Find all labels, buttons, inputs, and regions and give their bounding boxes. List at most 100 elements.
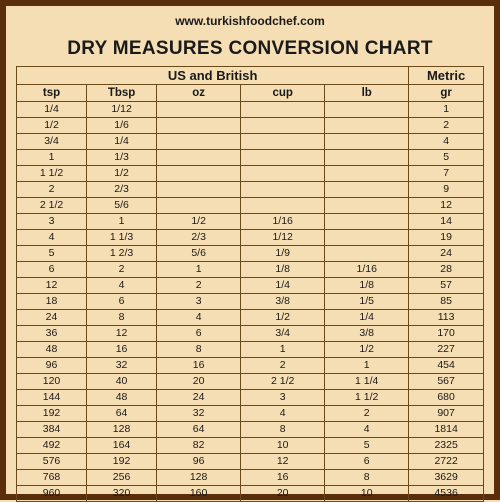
table-cell: 3/8 — [325, 326, 409, 342]
table-cell: 8 — [241, 422, 325, 438]
table-cell: 768 — [17, 470, 87, 486]
table-cell: 164 — [87, 438, 157, 454]
table-cell: 2 — [17, 182, 87, 198]
table-cell: 5 — [409, 150, 484, 166]
table-cell: 3629 — [409, 470, 484, 486]
table-cell — [241, 198, 325, 214]
table-row: 96032016020104536 — [17, 486, 484, 502]
table-cell — [241, 150, 325, 166]
table-cell: 6 — [325, 454, 409, 470]
table-cell: 1/4 — [17, 102, 87, 118]
col-header-tsp: tsp — [17, 85, 87, 102]
table-cell: 192 — [87, 454, 157, 470]
table-cell: 24 — [409, 246, 484, 262]
table-cell: 170 — [409, 326, 484, 342]
table-cell: 24 — [157, 390, 241, 406]
table-cell: 8 — [87, 310, 157, 326]
table-cell: 32 — [87, 358, 157, 374]
table-cell — [241, 118, 325, 134]
table-cell: 1 — [409, 102, 484, 118]
table-cell: 96 — [157, 454, 241, 470]
table-row: 361263/43/8170 — [17, 326, 484, 342]
table-cell: 2/3 — [87, 182, 157, 198]
table-cell: 10 — [325, 486, 409, 502]
table-cell: 2 — [157, 278, 241, 294]
table-cell: 16 — [241, 470, 325, 486]
table-cell: 6 — [17, 262, 87, 278]
group-header-metric: Metric — [409, 67, 484, 85]
table-cell: 1/2 — [17, 118, 87, 134]
table-row: 12421/41/857 — [17, 278, 484, 294]
table-cell: 32 — [157, 406, 241, 422]
page: www.turkishfoodchef.com DRY MEASURES CON… — [6, 6, 494, 502]
table-cell: 1/2 — [157, 214, 241, 230]
table-cell: 1814 — [409, 422, 484, 438]
table-cell: 12 — [409, 198, 484, 214]
table-cell — [325, 150, 409, 166]
col-header-tbsp: Tbsp — [87, 85, 157, 102]
chart-title: DRY MEASURES CONVERSION CHART — [16, 38, 484, 60]
table-cell: 48 — [17, 342, 87, 358]
table-cell: 320 — [87, 486, 157, 502]
table-cell: 2722 — [409, 454, 484, 470]
table-cell: 2 — [409, 118, 484, 134]
table-cell: 2325 — [409, 438, 484, 454]
table-row: 51 2/35/61/924 — [17, 246, 484, 262]
table-row: 18633/81/585 — [17, 294, 484, 310]
table-cell — [325, 230, 409, 246]
table-cell: 7 — [409, 166, 484, 182]
table-cell: 18 — [17, 294, 87, 310]
table-cell: 144 — [17, 390, 87, 406]
table-cell: 28 — [409, 262, 484, 278]
table-cell: 1 2/3 — [87, 246, 157, 262]
table-cell: 2 — [325, 406, 409, 422]
table-row: 12040202 1/21 1/4567 — [17, 374, 484, 390]
table-cell: 128 — [157, 470, 241, 486]
table-row: 576192961262722 — [17, 454, 484, 470]
table-cell: 4 — [157, 310, 241, 326]
table-cell: 1 1/4 — [325, 374, 409, 390]
table-cell: 4 — [409, 134, 484, 150]
table-cell: 4 — [17, 230, 87, 246]
table-cell: 120 — [17, 374, 87, 390]
table-cell: 2 — [87, 262, 157, 278]
table-row: 1 1/21/27 — [17, 166, 484, 182]
table-cell: 1/4 — [325, 310, 409, 326]
table-cell: 3/8 — [241, 294, 325, 310]
table-row: 311/21/1614 — [17, 214, 484, 230]
table-cell: 1/16 — [325, 262, 409, 278]
table-cell: 82 — [157, 438, 241, 454]
table-cell — [157, 166, 241, 182]
table-cell: 20 — [157, 374, 241, 390]
conversion-table: US and British Metric tsp Tbsp oz cup lb… — [16, 66, 484, 502]
table-row: 2 1/25/612 — [17, 198, 484, 214]
table-row: 144482431 1/2680 — [17, 390, 484, 406]
table-cell: 576 — [17, 454, 87, 470]
table-cell: 12 — [241, 454, 325, 470]
table-cell: 20 — [241, 486, 325, 502]
table-cell: 19 — [409, 230, 484, 246]
table-cell: 4 — [241, 406, 325, 422]
table-cell — [325, 198, 409, 214]
table-cell: 6 — [87, 294, 157, 310]
table-cell: 128 — [87, 422, 157, 438]
table-row: 22/3 9 — [17, 182, 484, 198]
table-cell: 113 — [409, 310, 484, 326]
table-row: 492164821052325 — [17, 438, 484, 454]
table-cell: 1/5 — [325, 294, 409, 310]
table-row: 4816811/2227 — [17, 342, 484, 358]
col-header-lb: lb — [325, 85, 409, 102]
source-url: www.turkishfoodchef.com — [16, 14, 484, 28]
table-cell: 492 — [17, 438, 87, 454]
table-cell: 1/6 — [87, 118, 157, 134]
table-cell: 6 — [157, 326, 241, 342]
table-cell: 3 — [17, 214, 87, 230]
table-cell: 1 1/2 — [325, 390, 409, 406]
table-cell — [325, 182, 409, 198]
table-cell: 3/4 — [241, 326, 325, 342]
table-cell: 9 — [409, 182, 484, 198]
table-cell — [157, 102, 241, 118]
table-cell — [157, 198, 241, 214]
col-header-gr: gr — [409, 85, 484, 102]
table-cell: 1/12 — [87, 102, 157, 118]
